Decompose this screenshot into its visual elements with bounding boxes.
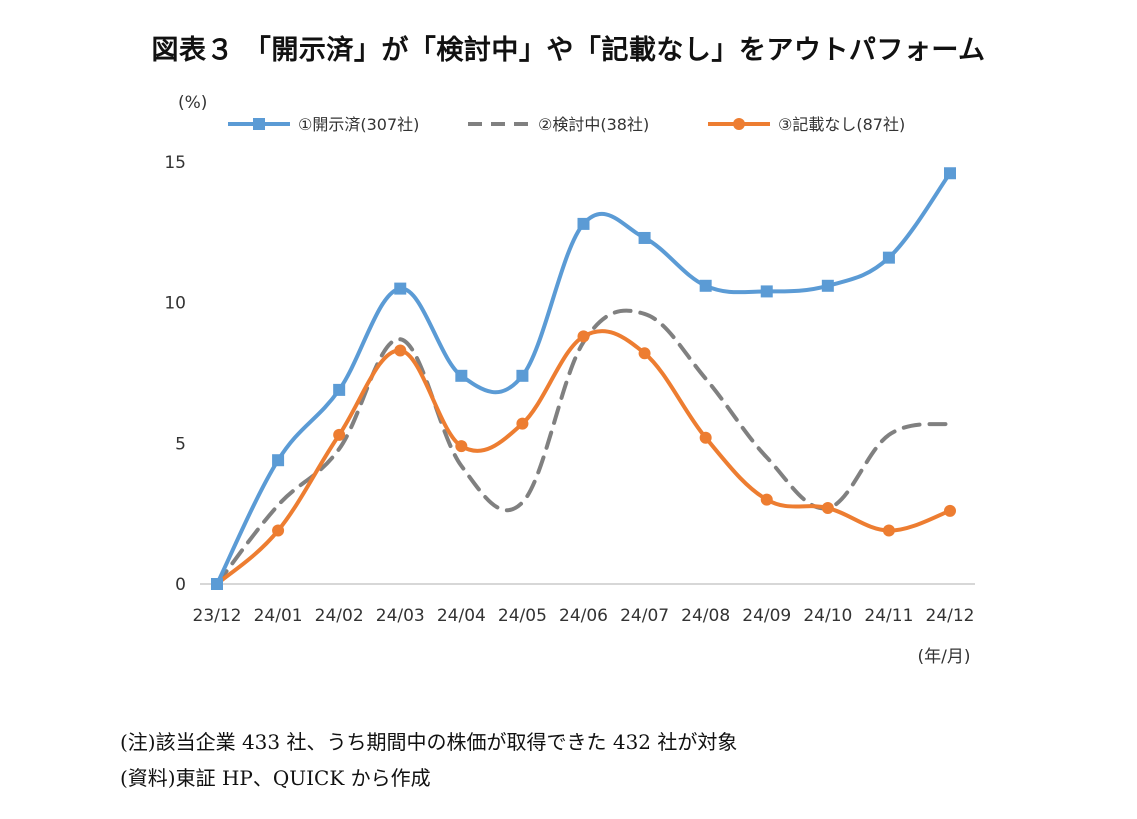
series-0-point-10 bbox=[821, 279, 834, 292]
legend-label-1: ②検討中(38社) bbox=[538, 115, 649, 134]
series-0-point-2 bbox=[333, 383, 346, 396]
x-tick-label-6: 24/06 bbox=[559, 606, 608, 626]
series-2-point-11 bbox=[882, 524, 895, 537]
series-0-point-11 bbox=[882, 251, 895, 264]
series-2-point-8 bbox=[699, 431, 712, 444]
series-2-point-10 bbox=[821, 502, 834, 515]
series-2-point-4 bbox=[455, 440, 468, 453]
series-0-point-1 bbox=[272, 454, 285, 467]
x-axis-unit-label: (年/月) bbox=[918, 647, 971, 667]
x-tick-label-8: 24/08 bbox=[681, 606, 730, 626]
x-tick-label-7: 24/07 bbox=[620, 606, 669, 626]
series-2-point-3 bbox=[394, 344, 407, 357]
series-2-point-1 bbox=[272, 524, 285, 537]
x-tick-label-10: 24/10 bbox=[803, 606, 852, 626]
series-line-2 bbox=[215, 329, 952, 586]
y-tick-label-0: 0 bbox=[175, 575, 186, 595]
series-0-point-9 bbox=[760, 285, 773, 298]
series-0-point-7 bbox=[638, 231, 651, 244]
y-tick-label-3: 15 bbox=[164, 153, 186, 173]
legend-marker-0 bbox=[253, 118, 265, 130]
footnote-source: (資料)東証 HP、QUICK から作成 bbox=[120, 766, 431, 790]
series-2-point-12 bbox=[944, 504, 956, 517]
y-axis-unit-label: (%) bbox=[178, 93, 207, 113]
series-2-point-7 bbox=[638, 347, 651, 360]
series-0-point-8 bbox=[699, 279, 712, 292]
x-tick-label-0: 23/12 bbox=[193, 606, 242, 626]
series-0-point-4 bbox=[455, 369, 468, 382]
y-tick-label-1: 5 bbox=[175, 434, 186, 454]
series-0-point-6 bbox=[577, 217, 590, 230]
chart-title: 図表３ 「開示済」が「検討中」や「記載なし」をアウトパフォーム bbox=[151, 35, 986, 66]
series-2-point-5 bbox=[516, 417, 529, 430]
series-0-point-12 bbox=[944, 167, 956, 180]
x-tick-label-1: 24/01 bbox=[254, 606, 303, 626]
legend-marker-2 bbox=[733, 118, 745, 130]
x-tick-label-2: 24/02 bbox=[315, 606, 364, 626]
x-tick-label-9: 24/09 bbox=[742, 606, 791, 626]
series-2-point-6 bbox=[577, 330, 590, 343]
series-line-0 bbox=[215, 171, 952, 586]
series-0-point-0 bbox=[211, 578, 223, 590]
series-2-point-9 bbox=[760, 493, 773, 506]
footnote-note: (注)該当企業 433 社、うち期間中の株価が取得できた 432 社が対象 bbox=[120, 730, 738, 754]
x-tick-label-4: 24/04 bbox=[437, 606, 486, 626]
x-tick-label-12: 24/12 bbox=[926, 606, 975, 626]
y-tick-label-2: 10 bbox=[164, 294, 186, 314]
x-tick-label-5: 24/05 bbox=[498, 606, 547, 626]
legend-label-2: ③記載なし(87社) bbox=[778, 115, 905, 134]
series-0-point-5 bbox=[516, 369, 529, 382]
x-tick-label-3: 24/03 bbox=[376, 606, 425, 626]
series-line-1 bbox=[215, 308, 952, 586]
series-0-point-3 bbox=[394, 282, 407, 295]
legend-label-0: ①開示済(307社) bbox=[298, 115, 419, 134]
series-2-point-2 bbox=[333, 428, 346, 441]
x-tick-label-11: 24/11 bbox=[864, 606, 913, 626]
